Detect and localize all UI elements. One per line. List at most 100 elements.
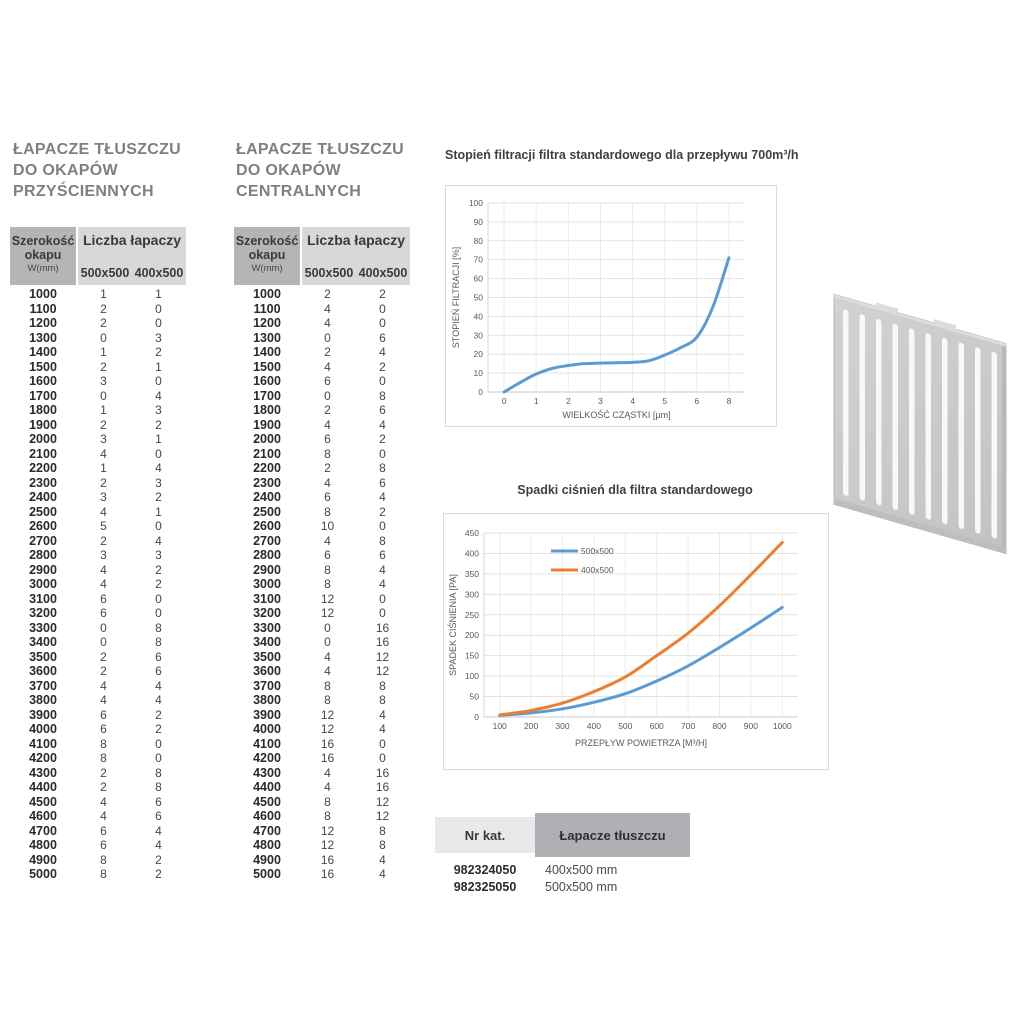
trap-count-cell: 3 [155,403,162,417]
table-row: 3000 4 2 [10,577,186,592]
trap-count-cell: 2 [324,461,331,475]
trap-count-cell: 12 [320,591,335,606]
hood-width-cell: 2700 [253,533,281,548]
hood-width-cell: 3500 [253,649,281,664]
hood-width-cell: 4200 [253,751,281,765]
hood-width-cell: 3600 [253,664,281,678]
table-row: 1300 0 6 [234,331,410,346]
table-row: 1900 4 4 [234,418,410,433]
hood-width-cell: 2300 [253,475,281,490]
svg-text:PRZEPŁYW POWIETRZA [M³/H]: PRZEPŁYW POWIETRZA [M³/H] [575,738,707,748]
catalog-product-header: Łapacze tłuszczu [535,813,690,857]
hood-width-cell: 2100 [29,446,57,461]
hood-width-cell: 1500 [253,359,281,374]
trap-count-cell: 0 [155,446,162,461]
trap-count-cell: 2 [155,722,162,736]
central-table-header: Szerokość okapu W(mm) Liczba łapaczy 500… [234,227,410,285]
trap-count-cell: 4 [379,707,386,722]
wall-hoods-table: Szerokość okapu W(mm) Liczba łapaczy 500… [10,227,186,882]
trap-count-cell: 6 [324,432,331,446]
trap-count-cell: 12 [320,707,335,722]
trap-count-cell: 4 [155,533,162,548]
catalog-row: 982324050 400x500 mm [435,862,690,879]
trap-count-cell: 0 [324,620,331,635]
svg-text:6: 6 [694,396,699,406]
trap-count-cell: 8 [379,693,386,707]
svg-text:WIELKOŚĆ CZĄSTKI [µm]: WIELKOŚĆ CZĄSTKI [µm] [562,409,670,420]
table-row: 5000 16 4 [234,867,410,882]
trap-count-cell: 6 [379,548,386,562]
trap-count-cell: 6 [155,664,162,678]
table-row: 2300 4 6 [234,476,410,491]
trap-count-cell: 8 [324,577,331,591]
hood-width-cell: 2900 [29,562,57,577]
trap-count-cell: 6 [324,374,331,388]
trap-count-cell: 2 [155,852,162,867]
trap-count-cell: 0 [155,316,162,330]
table-row: 2200 2 8 [234,461,410,476]
table-row: 4300 2 8 [10,766,186,781]
svg-text:100: 100 [493,721,507,731]
trap-count-cell: 0 [379,606,386,620]
table-row: 4000 6 2 [10,722,186,737]
trap-count-cell: 4 [155,388,162,403]
hood-width-cell: 2900 [253,562,281,577]
wall-hoods-title: ŁAPACZE TŁUSZCZU DO OKAPÓW PRZYŚCIENNYCH [13,139,181,202]
trap-count-cell: 16 [320,736,335,751]
svg-text:40: 40 [474,311,484,321]
svg-text:80: 80 [474,236,484,246]
hood-width-cell: 4100 [29,736,57,751]
trap-count-cell: 6 [324,490,331,504]
table-row: 1700 0 4 [10,389,186,404]
svg-text:300: 300 [465,589,479,599]
table-row: 4700 12 8 [234,824,410,839]
central-hoods-title-line: DO OKAPÓW [236,162,341,179]
trap-count-cell: 2 [100,765,107,780]
table-row: 1600 6 0 [234,374,410,389]
hood-width-cell: 3200 [253,606,281,620]
catalog-size-cell: 400x500 mm [545,863,618,877]
hood-width-cell: 2300 [29,475,57,490]
wall-table-body: 1000 1 1 1100 2 0 1200 2 0 1300 0 3 1400 1 2 1500 2 1 1600… [10,287,186,882]
width-column-header: Szerokość okapu W(mm) [10,227,76,285]
table-row: 3100 12 0 [234,592,410,607]
trap-count-cell: 8 [324,504,331,519]
table-row: 4400 2 8 [10,780,186,795]
trap-count-group-header: Liczba łapaczy 500x500 400x500 [78,227,186,285]
table-row: 1500 2 1 [10,360,186,375]
hood-width-cell: 2200 [253,461,281,475]
trap-count-cell: 6 [100,707,107,722]
svg-text:800: 800 [712,721,726,731]
trap-count-cell: 8 [379,823,386,838]
trap-count-cell: 12 [320,722,335,736]
trap-count-cell: 2 [100,417,107,432]
table-row: 2500 4 1 [10,505,186,520]
filtration-chart-canvas: 0 10 20 30 40 50 60 70 80 90 100 0 1 2 3 4 5 6 8 WIELKOŚĆ C… [451,198,745,420]
hood-width-cell: 5000 [253,867,281,881]
table-row: 2600 10 0 [234,519,410,534]
trap-count-cell: 8 [324,446,331,461]
trap-count-cell: 4 [324,533,331,548]
table-row: 2900 8 4 [234,563,410,578]
table-row: 3500 2 6 [10,650,186,665]
central-hoods-title-line: ŁAPACZE TŁUSZCZU [236,141,405,158]
svg-text:500: 500 [618,721,632,731]
table-row: 3500 4 12 [234,650,410,665]
trap-count-cell: 4 [379,577,386,591]
table-row: 2600 5 0 [10,519,186,534]
hood-width-cell: 1700 [29,388,57,403]
svg-text:50: 50 [470,692,480,702]
hood-width-cell: 4300 [29,765,57,780]
table-row: 1200 2 0 [10,316,186,331]
svg-text:3: 3 [598,396,603,406]
hood-width-cell: 4500 [29,794,57,809]
svg-text:200: 200 [465,630,479,640]
trap-count-cell: 12 [320,838,335,852]
svg-text:STOPIEŃ FILTRACJI [%]: STOPIEŃ FILTRACJI [%] [451,247,461,348]
hood-width-cell: 3100 [253,591,281,606]
trap-count-cell: 3 [100,432,107,446]
filtration-chart: 0 10 20 30 40 50 60 70 80 90 100 0 1 2 3 4 5 6 8 WIELKOŚĆ C… [445,185,777,427]
table-row: 2000 6 2 [234,432,410,447]
hood-width-cell: 3800 [29,693,57,707]
table-row: 4000 12 4 [234,722,410,737]
